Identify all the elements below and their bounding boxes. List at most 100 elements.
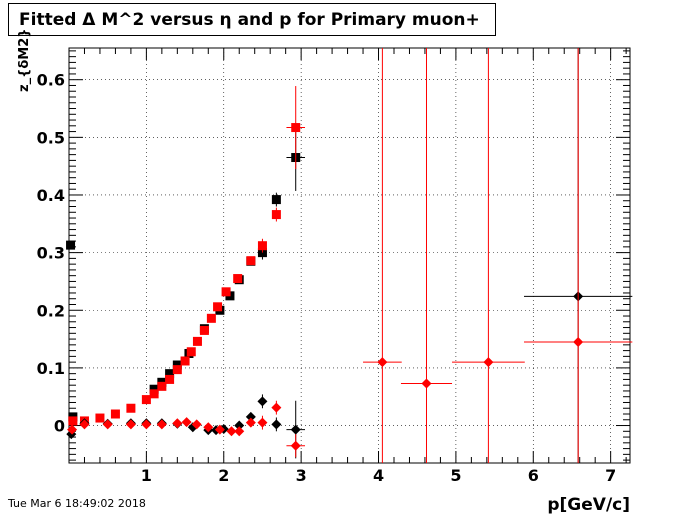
data-point <box>271 192 281 207</box>
square-marker <box>271 210 281 220</box>
data-point <box>172 418 183 429</box>
square-marker <box>206 313 216 323</box>
data-point <box>172 365 182 375</box>
data-point <box>79 419 90 430</box>
data-point <box>523 48 633 463</box>
data-point <box>199 325 209 335</box>
data-point <box>213 302 223 312</box>
diamond-marker <box>421 378 432 389</box>
diamond-marker <box>257 396 268 407</box>
data-point <box>110 409 120 419</box>
y-tick-label: 0.2 <box>37 301 65 320</box>
data-point <box>68 416 78 426</box>
square-marker <box>192 336 202 346</box>
data-point <box>271 400 282 415</box>
data-point <box>102 419 113 430</box>
x-tick-label: 3 <box>296 466 307 485</box>
data-point <box>257 238 267 253</box>
square-marker <box>291 123 301 133</box>
data-point <box>286 434 306 458</box>
data-point <box>141 419 152 430</box>
diamond-marker <box>234 420 245 431</box>
data-point <box>67 424 78 435</box>
square-marker <box>233 274 243 284</box>
square-marker <box>165 374 175 384</box>
data-point <box>234 426 245 437</box>
y-tick-label: 0.5 <box>37 128 65 147</box>
square-marker <box>180 356 190 366</box>
diamond-marker <box>573 336 584 347</box>
data-point <box>233 274 243 284</box>
square-marker <box>172 365 182 375</box>
grid-lines <box>69 48 630 463</box>
square-marker <box>186 347 196 357</box>
data-point <box>400 48 453 463</box>
square-marker <box>213 302 223 312</box>
data-point <box>246 256 256 266</box>
diamond-marker <box>290 424 301 435</box>
data-point <box>271 207 281 222</box>
data-point <box>149 389 159 399</box>
data-point <box>126 403 136 413</box>
data-point <box>66 240 76 250</box>
square-marker <box>172 360 182 370</box>
series-0 <box>66 124 306 422</box>
data-point <box>257 394 268 409</box>
data-point <box>286 400 306 459</box>
data-point <box>214 424 225 435</box>
x-tick-label: 1 <box>141 466 152 485</box>
diamond-marker <box>181 417 192 428</box>
data-point <box>286 86 306 170</box>
diamond-marker <box>172 418 183 429</box>
diamond-marker <box>226 426 237 437</box>
series-1 <box>68 86 306 426</box>
diamond-marker <box>67 424 78 435</box>
diamond-marker <box>483 357 494 368</box>
diamond-marker <box>79 419 90 430</box>
y-tick-label: 0.4 <box>37 186 65 205</box>
series-2 <box>66 48 633 463</box>
diamond-marker <box>234 426 245 437</box>
diamond-marker <box>271 402 282 413</box>
square-marker <box>95 413 105 423</box>
y-tick-label: 0.6 <box>37 71 65 90</box>
square-marker <box>165 369 175 379</box>
data-point <box>271 417 282 432</box>
square-marker <box>149 389 159 399</box>
data-point <box>141 395 151 405</box>
square-marker <box>246 256 256 266</box>
data-point <box>245 417 256 428</box>
series-3 <box>67 48 633 463</box>
square-marker <box>149 384 159 394</box>
diamond-marker <box>271 419 282 430</box>
square-marker <box>68 416 78 426</box>
x-axis-title: p[GeV/c] <box>547 495 630 514</box>
data-point <box>192 336 202 346</box>
x-tick-label: 6 <box>528 466 539 485</box>
square-marker <box>66 240 76 250</box>
tick-labels: 1 2 3 4 5 6 7 0 0.1 0.2 0.3 0.4 0.5 0.6 <box>37 71 617 485</box>
data-point <box>181 417 192 428</box>
data-point <box>95 413 105 423</box>
data-point <box>203 422 214 433</box>
diamond-marker <box>290 440 301 451</box>
x-tick-label: 5 <box>450 466 461 485</box>
diamond-marker <box>203 422 214 433</box>
diamond-marker <box>257 417 268 428</box>
data-point <box>191 419 202 430</box>
data-point <box>257 415 268 430</box>
y-tick-label: 0.3 <box>37 244 65 263</box>
x-tick-label: 4 <box>373 466 384 485</box>
data-point <box>452 48 525 463</box>
data-point <box>221 287 231 297</box>
square-marker <box>271 195 281 205</box>
diamond-marker <box>141 419 152 430</box>
x-tick-label: 2 <box>218 466 229 485</box>
square-marker <box>126 403 136 413</box>
diamond-marker <box>245 411 256 422</box>
data-points <box>66 48 633 463</box>
plot-frame <box>68 47 631 464</box>
square-marker <box>199 325 209 335</box>
square-marker <box>257 241 267 251</box>
